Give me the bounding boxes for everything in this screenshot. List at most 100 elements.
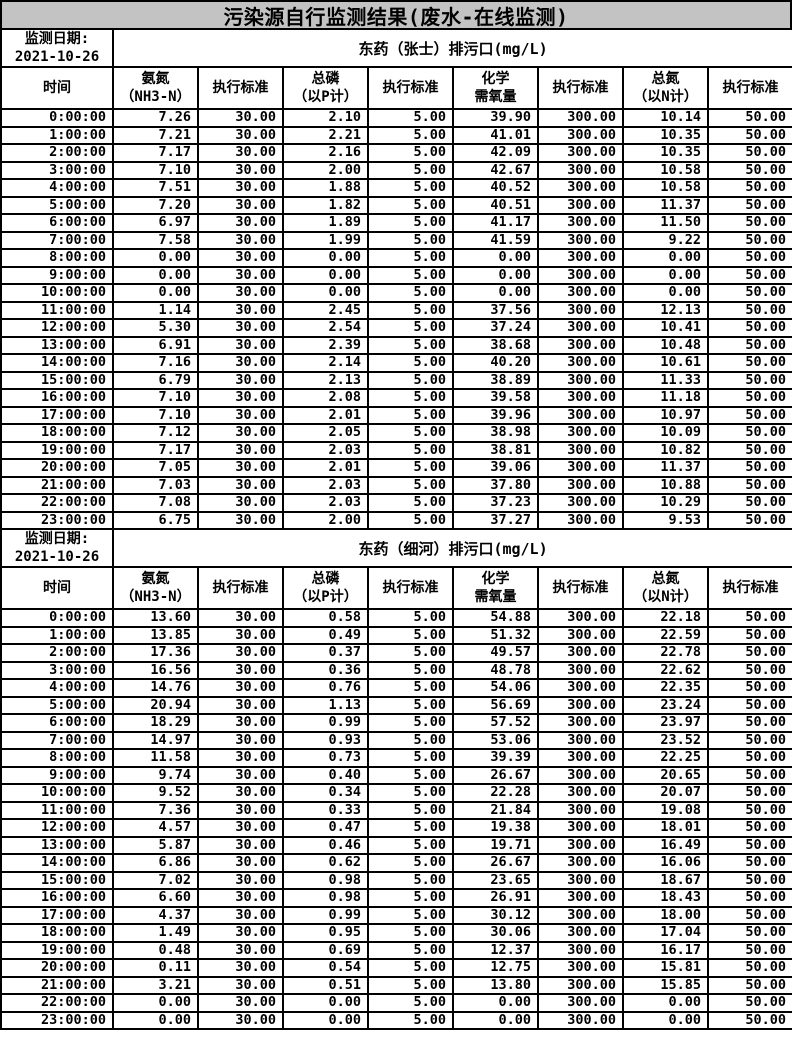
cell-value: 7.10 [112,388,199,408]
cell-value: 0.00 [282,283,369,303]
cell-value: 30.00 [197,353,284,373]
cell-value: 10.97 [622,405,709,425]
cell-value: 50.00 [706,335,792,355]
cell-time: 13:00:00 [0,335,114,355]
cell-value: 300.00 [537,510,624,530]
cell-value: 0.11 [112,958,199,978]
date-cell: 监测日期: 2021-10-26 [0,28,114,68]
cell-value: 300.00 [537,440,624,460]
cell-value: 30.00 [197,870,284,890]
col-header-tn-line1: 总氮 [651,571,680,587]
cell-value: 11.18 [622,388,709,408]
cell-value: 300.00 [537,230,624,250]
cell-time: 8:00:00 [0,248,114,268]
cell-value: 41.01 [452,125,539,145]
table-row: 14:00:00 7.16 30.00 2.14 5.00 40.20 300.00 10.6… [0,353,792,373]
cell-value: 50.00 [706,300,792,320]
cell-value: 300.00 [537,923,624,943]
cell-value: 30.00 [197,888,284,908]
cell-value: 26.67 [452,765,539,785]
cell-value: 30.00 [197,923,284,943]
cell-value: 2.03 [282,493,369,513]
cell-value: 0.54 [282,958,369,978]
cell-value: 50.00 [706,678,792,698]
cell-value: 5.00 [367,423,454,443]
cell-value: 23.52 [622,730,709,750]
cell-value: 42.67 [452,160,539,180]
cell-value: 30.00 [197,160,284,180]
cell-time: 11:00:00 [0,300,114,320]
cell-value: 50.00 [706,888,792,908]
cell-value: 300.00 [537,800,624,820]
cell-value: 0.00 [452,1010,539,1030]
cell-value: 22.28 [452,783,539,803]
cell-value: 50.00 [706,353,792,373]
cell-value: 0.62 [282,853,369,873]
cell-value: 300.00 [537,265,624,285]
cell-value: 5.00 [367,1010,454,1030]
date-station-row: 监测日期: 2021-10-26 东药（张士）排污口(mg/L) [0,28,792,68]
col-header-standard: 执行标准 [197,66,284,110]
cell-value: 41.17 [452,213,539,233]
cell-value: 7.10 [112,160,199,180]
cell-value: 2.45 [282,300,369,320]
cell-value: 11.50 [622,213,709,233]
cell-value: 50.00 [706,800,792,820]
cell-value: 30.00 [197,388,284,408]
cell-value: 38.98 [452,423,539,443]
cell-value: 30.00 [197,493,284,513]
cell-value: 0.00 [112,993,199,1013]
cell-value: 5.00 [367,905,454,925]
cell-value: 5.00 [367,695,454,715]
cell-value: 300.00 [537,993,624,1013]
cell-value: 23.24 [622,695,709,715]
cell-value: 5.00 [367,608,454,628]
cell-value: 37.23 [452,493,539,513]
cell-value: 300.00 [537,388,624,408]
cell-value: 39.90 [452,108,539,128]
cell-value: 0.98 [282,888,369,908]
table-row: 15:00:00 6.79 30.00 2.13 5.00 38.89 300.00 11.3… [0,370,792,390]
cell-value: 30.00 [197,678,284,698]
cell-value: 41.59 [452,230,539,250]
col-header-tp: 总磷 （以P计） [282,566,369,610]
cell-value: 300.00 [537,748,624,768]
cell-time: 17:00:00 [0,905,114,925]
cell-value: 2.16 [282,143,369,163]
cell-value: 0.00 [452,265,539,285]
cell-value: 9.53 [622,510,709,530]
cell-time: 22:00:00 [0,993,114,1013]
cell-value: 1.82 [282,195,369,215]
cell-value: 3.21 [112,975,199,995]
cell-value: 10.88 [622,475,709,495]
cell-value: 300.00 [537,370,624,390]
cell-value: 5.00 [367,713,454,733]
table-row: 0:00:00 13.60 30.00 0.58 5.00 54.88 300.00 22.1… [0,608,792,628]
table-row: 18:00:00 7.12 30.00 2.05 5.00 38.98 300.00 10.0… [0,423,792,443]
cell-value: 300.00 [537,300,624,320]
cell-value: 0.73 [282,748,369,768]
table-row: 16:00:00 7.10 30.00 2.08 5.00 39.58 300.00 11.1… [0,388,792,408]
cell-value: 0.46 [282,835,369,855]
col-header-cod-line1: 化学 [481,71,510,87]
cell-value: 0.99 [282,905,369,925]
cell-value: 5.00 [367,300,454,320]
table-row: 9:00:00 9.74 30.00 0.40 5.00 26.67 300.00 20.65… [0,765,792,785]
cell-value: 10.14 [622,108,709,128]
cell-value: 300.00 [537,143,624,163]
cell-value: 30.00 [197,283,284,303]
cell-value: 30.00 [197,458,284,478]
cell-value: 6.75 [112,510,199,530]
cell-value: 12.37 [452,940,539,960]
cell-value: 30.00 [197,318,284,338]
table-row: 2:00:00 7.17 30.00 2.16 5.00 42.09 300.00 10.35… [0,143,792,163]
cell-time: 9:00:00 [0,765,114,785]
cell-value: 2.03 [282,475,369,495]
cell-value: 300.00 [537,958,624,978]
col-header-nh3n: 氨氮 （NH3-N） [112,566,199,610]
date-value: 2021-10-26 [14,549,100,565]
cell-value: 38.68 [452,335,539,355]
cell-value: 5.00 [367,248,454,268]
col-header-standard: 执行标准 [537,566,624,610]
cell-value: 14.97 [112,730,199,750]
